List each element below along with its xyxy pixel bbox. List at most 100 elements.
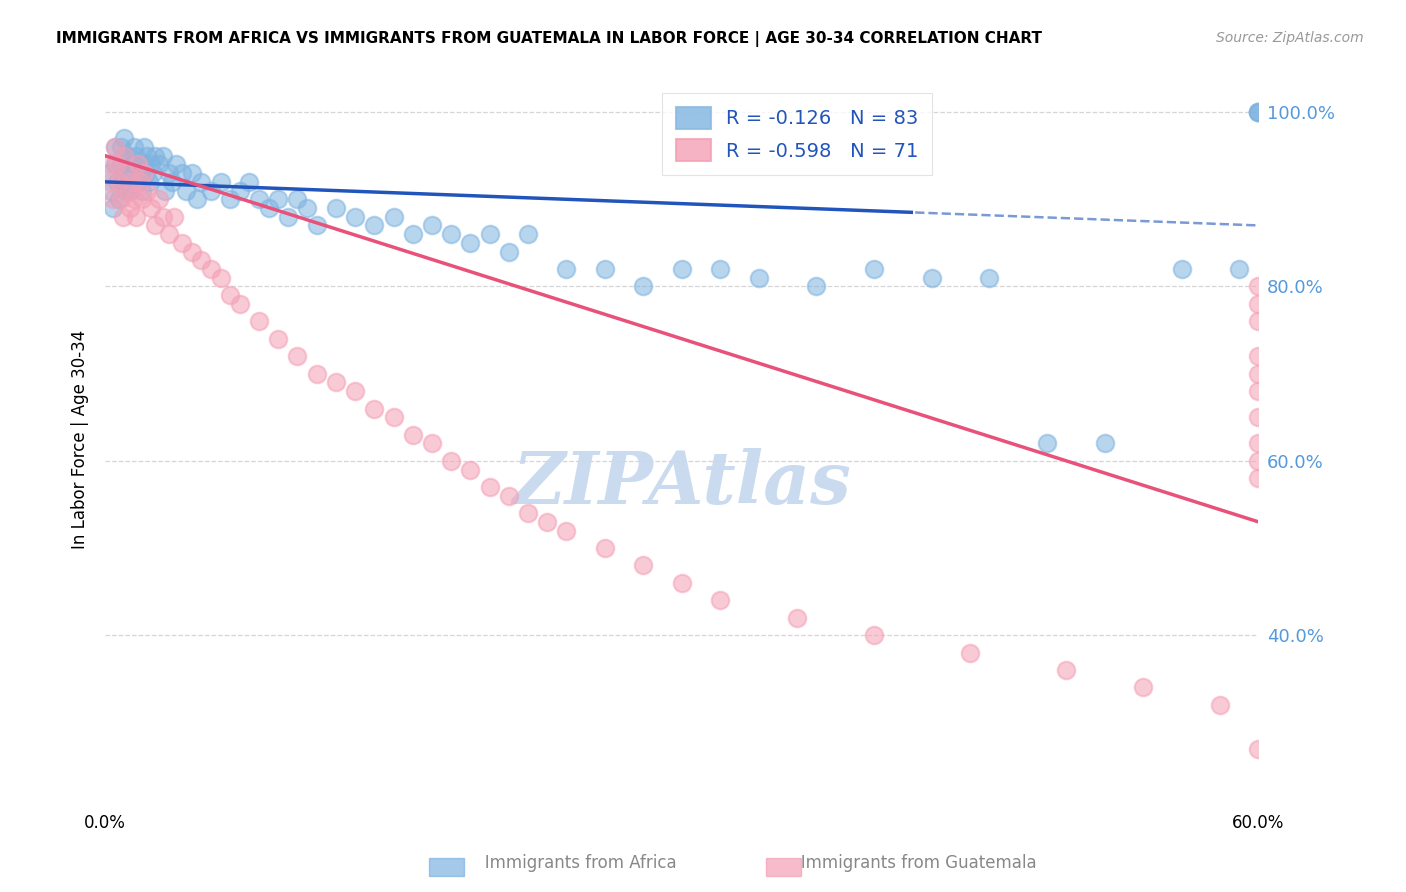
Point	[1227, 262, 1250, 277]
Point	[247, 192, 270, 206]
Point	[382, 210, 405, 224]
Point	[120, 201, 142, 215]
Point	[1247, 105, 1270, 120]
Point	[238, 175, 260, 189]
Point	[305, 367, 328, 381]
Point	[162, 175, 184, 189]
Point	[105, 175, 128, 189]
Point	[100, 184, 122, 198]
Text: IMMIGRANTS FROM AFRICA VS IMMIGRANTS FROM GUATEMALA IN LABOR FORCE | AGE 30-34 C: IMMIGRANTS FROM AFRICA VS IMMIGRANTS FRO…	[56, 31, 1042, 47]
Point	[363, 401, 385, 416]
Point	[382, 410, 405, 425]
Point	[111, 210, 134, 224]
Point	[128, 175, 150, 189]
Point	[200, 184, 222, 198]
Point	[132, 140, 155, 154]
Point	[136, 184, 159, 198]
Point	[1170, 262, 1192, 277]
Point	[344, 384, 367, 398]
Point	[131, 192, 153, 206]
Point	[748, 270, 770, 285]
Point	[138, 175, 160, 189]
Point	[671, 262, 693, 277]
Point	[247, 314, 270, 328]
Point	[460, 462, 482, 476]
Point	[121, 157, 143, 171]
Point	[1132, 681, 1154, 695]
Point	[141, 157, 163, 171]
Point	[863, 262, 886, 277]
Point	[979, 270, 1001, 285]
Point	[122, 157, 145, 171]
Point	[114, 149, 136, 163]
Point	[141, 201, 163, 215]
Point	[115, 166, 138, 180]
Point	[120, 166, 142, 180]
Point	[1094, 436, 1116, 450]
Point	[709, 262, 731, 277]
Point	[180, 244, 202, 259]
Point	[1247, 349, 1270, 363]
Point	[267, 332, 290, 346]
Point	[555, 262, 578, 277]
Point	[1247, 384, 1270, 398]
Point	[287, 192, 309, 206]
Point	[180, 166, 202, 180]
Point	[1036, 436, 1059, 450]
Point	[148, 157, 170, 171]
Point	[325, 201, 347, 215]
Point	[190, 253, 212, 268]
Point	[498, 244, 520, 259]
Point	[132, 157, 155, 171]
Point	[104, 157, 127, 171]
Point	[363, 219, 385, 233]
Point	[132, 166, 155, 180]
Point	[101, 201, 124, 215]
Point	[344, 210, 367, 224]
Point	[219, 192, 242, 206]
Point	[125, 149, 148, 163]
Point	[107, 192, 129, 206]
Point	[152, 149, 174, 163]
Point	[633, 279, 655, 293]
Point	[200, 262, 222, 277]
Point	[593, 262, 616, 277]
Point	[806, 279, 828, 293]
Point	[229, 184, 252, 198]
Point	[267, 192, 290, 206]
Point	[157, 227, 180, 242]
Point	[115, 166, 138, 180]
Point	[1247, 436, 1270, 450]
Point	[498, 489, 520, 503]
Point	[305, 219, 328, 233]
Point	[478, 480, 501, 494]
Point	[536, 515, 558, 529]
Point	[115, 184, 138, 198]
Point	[420, 436, 443, 450]
Point	[1247, 297, 1270, 311]
Point	[128, 166, 150, 180]
Point	[959, 646, 981, 660]
Point	[131, 184, 153, 198]
Point	[114, 149, 136, 163]
Point	[117, 149, 139, 163]
Point	[100, 175, 122, 189]
Point	[135, 166, 157, 180]
Point	[219, 288, 242, 302]
Point	[157, 166, 180, 180]
Point	[186, 192, 208, 206]
Point	[257, 201, 280, 215]
Point	[98, 166, 121, 180]
Point	[110, 140, 132, 154]
Point	[209, 270, 232, 285]
Point	[111, 175, 134, 189]
Point	[402, 227, 425, 242]
Point	[98, 157, 121, 171]
Point	[517, 506, 540, 520]
Point	[921, 270, 943, 285]
Point	[143, 219, 166, 233]
Point	[1247, 454, 1270, 468]
Text: Source: ZipAtlas.com: Source: ZipAtlas.com	[1216, 31, 1364, 45]
Legend: R = -0.126   N = 83, R = -0.598   N = 71: R = -0.126 N = 83, R = -0.598 N = 71	[662, 93, 932, 175]
Point	[420, 219, 443, 233]
